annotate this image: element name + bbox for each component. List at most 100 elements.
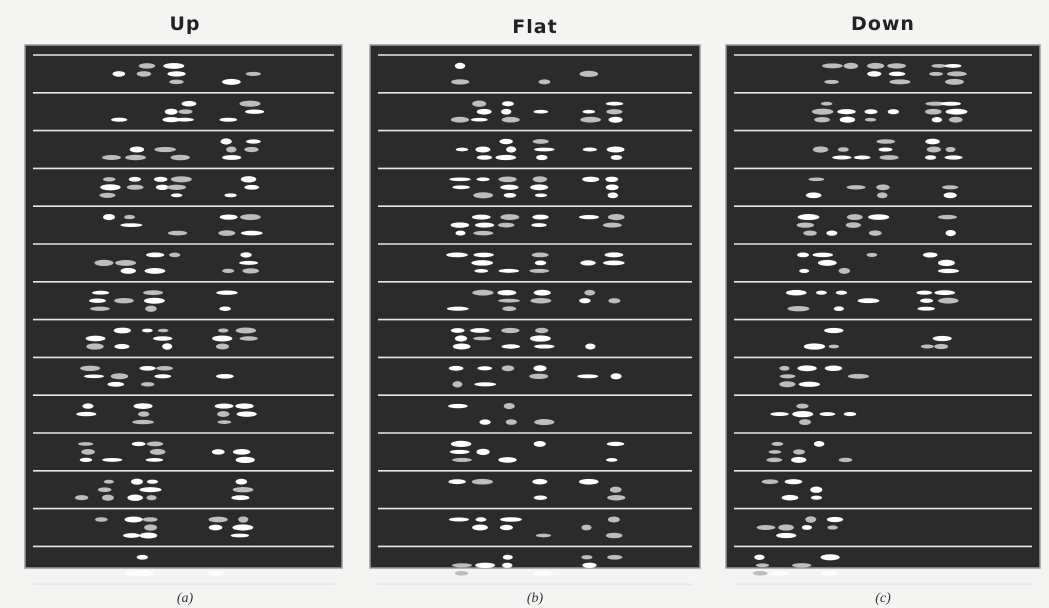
spot: [844, 412, 856, 416]
spot: [946, 147, 956, 152]
spot: [154, 147, 176, 152]
spot: [533, 176, 547, 182]
spot: [111, 373, 129, 379]
spot: [502, 101, 514, 106]
spot: [455, 63, 465, 69]
spot: [163, 63, 184, 69]
spot: [605, 252, 624, 257]
spot: [927, 147, 941, 153]
spot: [456, 148, 468, 152]
spot: [499, 139, 512, 144]
spot: [532, 253, 549, 258]
spot: [232, 524, 253, 530]
spot: [816, 291, 827, 295]
spot: [500, 525, 513, 530]
spot: [868, 214, 889, 220]
spot: [102, 495, 114, 501]
spot: [945, 79, 964, 85]
spot: [80, 458, 92, 462]
spot: [821, 571, 838, 575]
spot: [451, 117, 469, 123]
spot: [920, 298, 933, 302]
spot: [246, 139, 261, 143]
spot: [216, 343, 229, 349]
spot: [178, 109, 192, 114]
spot: [474, 382, 496, 386]
spot: [120, 223, 142, 227]
spot: [536, 155, 548, 160]
spot: [104, 480, 114, 484]
spot: [582, 177, 599, 182]
spot: [216, 291, 237, 295]
spot: [147, 441, 164, 446]
spot: [608, 192, 618, 198]
spot: [471, 260, 493, 265]
spot: [238, 516, 248, 522]
spot: [244, 185, 259, 190]
spot: [822, 63, 843, 68]
spot: [475, 147, 490, 153]
spot: [827, 525, 838, 529]
spot: [811, 496, 822, 500]
spot: [449, 517, 469, 521]
spot: [92, 291, 109, 295]
spot: [756, 563, 769, 567]
spot: [114, 298, 134, 303]
spot: [497, 290, 516, 295]
spot: [778, 524, 794, 530]
spot: [455, 335, 467, 341]
spot: [102, 458, 122, 462]
spot: [534, 110, 548, 114]
spot: [235, 403, 253, 409]
spot: [933, 336, 952, 341]
spot: [504, 193, 516, 198]
spot: [103, 214, 115, 220]
spot: [171, 193, 183, 197]
spot: [824, 80, 839, 84]
spot: [472, 290, 493, 296]
spot: [239, 261, 258, 265]
spot: [167, 71, 185, 76]
spot: [780, 374, 796, 378]
spot: [99, 193, 115, 198]
spot: [791, 457, 806, 463]
spot: [146, 252, 164, 257]
spot: [471, 118, 488, 122]
spot: [156, 366, 173, 370]
spot: [534, 344, 554, 348]
spot: [534, 148, 555, 152]
spot: [825, 366, 843, 371]
spot: [94, 260, 113, 266]
spot: [220, 138, 231, 144]
spot: [603, 223, 622, 228]
spot: [220, 214, 238, 219]
spot: [241, 231, 263, 236]
spot: [846, 185, 865, 189]
spot: [222, 269, 234, 273]
spot: [766, 458, 782, 462]
spot: [224, 193, 236, 197]
spot: [479, 419, 490, 424]
spot: [877, 192, 887, 198]
spot: [534, 441, 546, 447]
spot: [814, 117, 830, 122]
spot: [804, 343, 825, 349]
spot: [209, 571, 224, 575]
spot: [477, 366, 492, 370]
spot: [607, 495, 625, 501]
spot: [233, 449, 250, 455]
spot: [103, 177, 115, 181]
spot: [455, 571, 469, 575]
spot: [506, 419, 517, 425]
spot: [949, 117, 963, 123]
spot: [167, 185, 186, 190]
spot: [114, 344, 129, 349]
spot: [770, 571, 789, 575]
spot: [142, 329, 153, 333]
spot: [776, 533, 796, 538]
spot: [212, 336, 232, 342]
spot: [84, 374, 104, 378]
panel-c: [726, 45, 1040, 568]
spot: [799, 269, 809, 273]
spot: [946, 230, 956, 236]
